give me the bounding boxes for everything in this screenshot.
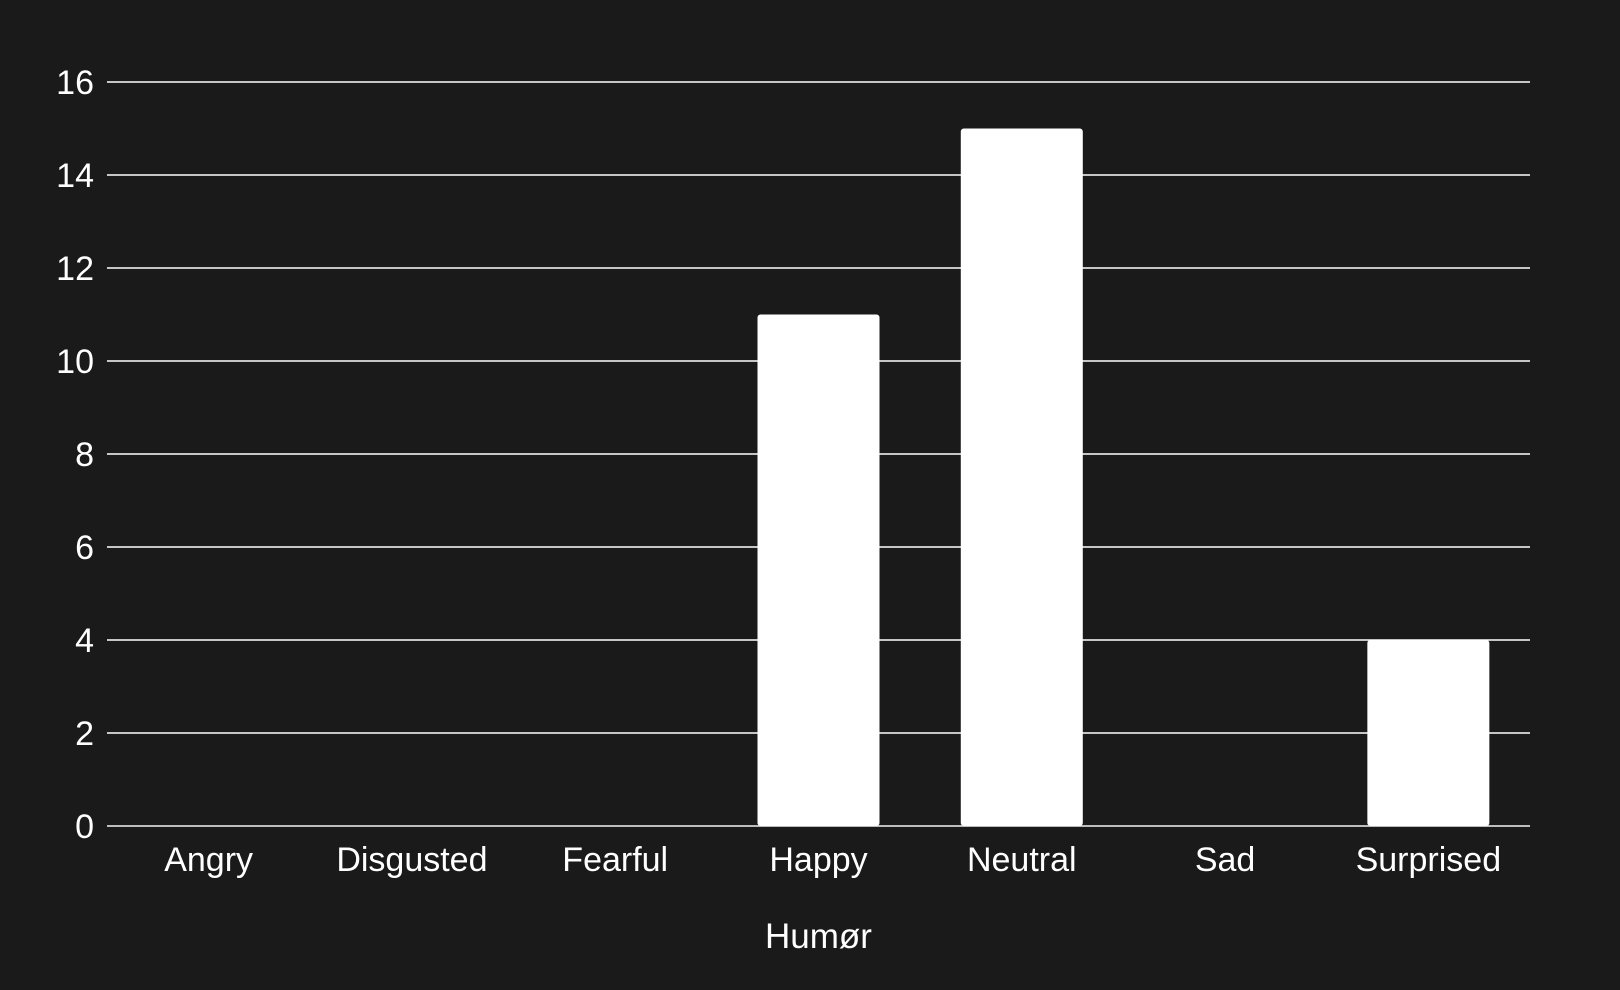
x-axis-title: Humør: [765, 917, 872, 956]
y-tick-label: 14: [56, 157, 94, 195]
x-tick-label: Surprised: [1356, 841, 1502, 879]
y-tick-label: 4: [75, 622, 94, 660]
bar-neutral: [960, 128, 1083, 826]
x-tick-label: Fearful: [562, 841, 668, 879]
y-tick-label: 12: [56, 250, 94, 288]
y-tick-label: 16: [56, 64, 94, 102]
y-tick-label: 2: [75, 715, 94, 753]
x-tick-label: Sad: [1195, 841, 1256, 879]
x-tick-label: Happy: [769, 841, 867, 879]
x-tick-label: Neutral: [967, 841, 1077, 879]
bar-surprised: [1367, 640, 1490, 826]
x-axis-ticks: Angry Disgusted Fearful Happy Neutral Sad Surp…: [164, 841, 1501, 879]
y-tick-label: 10: [56, 343, 94, 381]
bar-happy: [757, 314, 880, 826]
y-tick-label: 6: [75, 529, 94, 567]
bars: [757, 128, 1490, 826]
y-tick-label: 0: [75, 808, 94, 846]
y-tick-label: 8: [75, 436, 94, 474]
x-tick-label: Angry: [164, 841, 253, 879]
y-axis-ticks: 0 2 4 6 8 10 12 14 16: [56, 64, 94, 846]
x-tick-label: Disgusted: [336, 841, 487, 879]
